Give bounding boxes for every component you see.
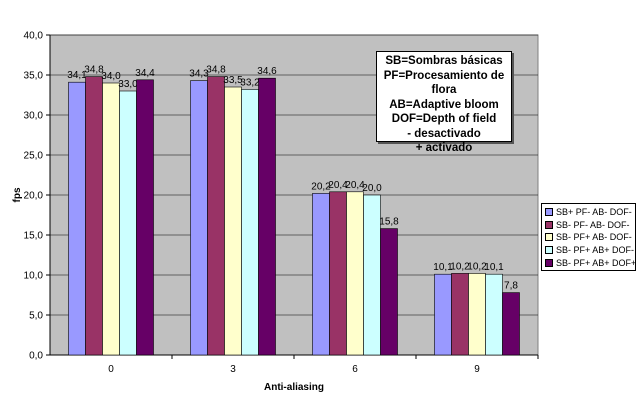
x-axis-title: Anti-aliasing bbox=[264, 382, 324, 393]
legend-item: SB- PF+ AB- DOF- bbox=[545, 231, 635, 244]
bar bbox=[346, 191, 364, 356]
data-label: 33,0 bbox=[118, 79, 138, 90]
y-tick-label: 15,0 bbox=[24, 231, 44, 242]
data-label: 34,4 bbox=[135, 68, 155, 79]
x-tick-label: 0 bbox=[108, 364, 114, 375]
x-tick-label: 6 bbox=[352, 364, 358, 375]
data-label: 34,6 bbox=[257, 66, 277, 77]
data-label: 34,8 bbox=[206, 65, 226, 76]
bar bbox=[241, 89, 259, 356]
bar bbox=[502, 292, 520, 356]
bar bbox=[312, 193, 330, 356]
data-label: 34,8 bbox=[84, 65, 104, 76]
data-label: 10,1 bbox=[484, 262, 504, 273]
bar bbox=[468, 273, 486, 356]
legend-label: SB+ PF- AB- DOF- bbox=[556, 207, 632, 218]
bar bbox=[190, 80, 208, 356]
bar bbox=[380, 228, 398, 356]
bar bbox=[136, 79, 154, 356]
y-tick-label: 0,0 bbox=[29, 351, 43, 362]
legend-swatch bbox=[545, 258, 553, 267]
data-label: 20,0 bbox=[362, 183, 382, 194]
annotation-line: AB=Adaptive bloom bbox=[389, 98, 499, 111]
x-tick-label: 9 bbox=[474, 364, 480, 375]
y-tick-label: 20,0 bbox=[24, 191, 44, 202]
annotation-line: SB=Sombras básicas bbox=[385, 55, 503, 67]
y-tick-label: 10,0 bbox=[24, 271, 44, 282]
annotation-box: SB=Sombras básicas PF=Procesamiento de f… bbox=[376, 51, 512, 154]
legend-label: SB- PF- AB- DOF- bbox=[556, 219, 630, 230]
annotation-line: - desactivado bbox=[407, 127, 481, 140]
bar bbox=[224, 86, 242, 356]
legend-swatch bbox=[545, 246, 553, 255]
bar bbox=[119, 90, 137, 356]
data-label: 15,8 bbox=[379, 217, 399, 228]
legend: SB+ PF- AB- DOF- SB- PF- AB- DOF- SB- PF… bbox=[541, 203, 636, 271]
y-axis-title: fps bbox=[12, 187, 23, 202]
x-tick-label: 3 bbox=[230, 364, 236, 375]
data-label: 10,2 bbox=[467, 261, 487, 272]
bar bbox=[434, 273, 452, 356]
bar bbox=[207, 76, 225, 356]
data-label: 34,1 bbox=[67, 70, 87, 81]
data-label: 34,3 bbox=[189, 69, 209, 80]
y-tick-label: 35,0 bbox=[24, 71, 44, 82]
bar bbox=[68, 81, 86, 356]
y-tick-label: 40,0 bbox=[24, 31, 44, 42]
annotation-line: DOF=Depth of field bbox=[391, 113, 497, 125]
bar bbox=[102, 82, 120, 356]
data-label: 10,1 bbox=[433, 262, 453, 273]
legend-item: SB+ PF- AB- DOF- bbox=[545, 206, 635, 219]
data-label: 10,2 bbox=[450, 261, 470, 272]
legend-item: SB- PF+ AB+ DOF+ bbox=[545, 256, 637, 269]
annotation-line: PF=Procesamiento de flora bbox=[383, 69, 505, 97]
bar bbox=[363, 194, 381, 356]
bar bbox=[485, 273, 503, 356]
data-label: 20,4 bbox=[328, 180, 348, 191]
legend-swatch bbox=[545, 233, 553, 242]
legend-item: SB- PF+ AB+ DOF- bbox=[545, 244, 635, 257]
data-label: 20,2 bbox=[311, 181, 331, 192]
y-tick-label: 30,0 bbox=[24, 111, 44, 122]
legend-label: SB- PF+ AB+ DOF- bbox=[556, 245, 635, 256]
bar bbox=[329, 191, 347, 356]
data-label: 20,4 bbox=[345, 180, 365, 191]
legend-label: SB- PF+ AB- DOF- bbox=[556, 232, 632, 243]
bar bbox=[451, 273, 469, 356]
bar bbox=[258, 77, 276, 356]
annotation-line: + activado bbox=[415, 142, 473, 154]
data-label: 33,5 bbox=[223, 75, 243, 86]
data-label: 7,8 bbox=[504, 281, 518, 292]
y-tick-label: 5,0 bbox=[29, 311, 43, 322]
legend-swatch bbox=[545, 220, 553, 229]
data-label: 33,2 bbox=[240, 77, 260, 88]
legend-item: SB- PF- AB- DOF- bbox=[545, 219, 635, 232]
y-tick-label: 25,0 bbox=[24, 151, 44, 162]
legend-label: SB- PF+ AB+ DOF+ bbox=[556, 257, 637, 268]
bar bbox=[85, 76, 103, 356]
data-label: 34,0 bbox=[101, 71, 121, 82]
legend-swatch bbox=[545, 208, 553, 217]
